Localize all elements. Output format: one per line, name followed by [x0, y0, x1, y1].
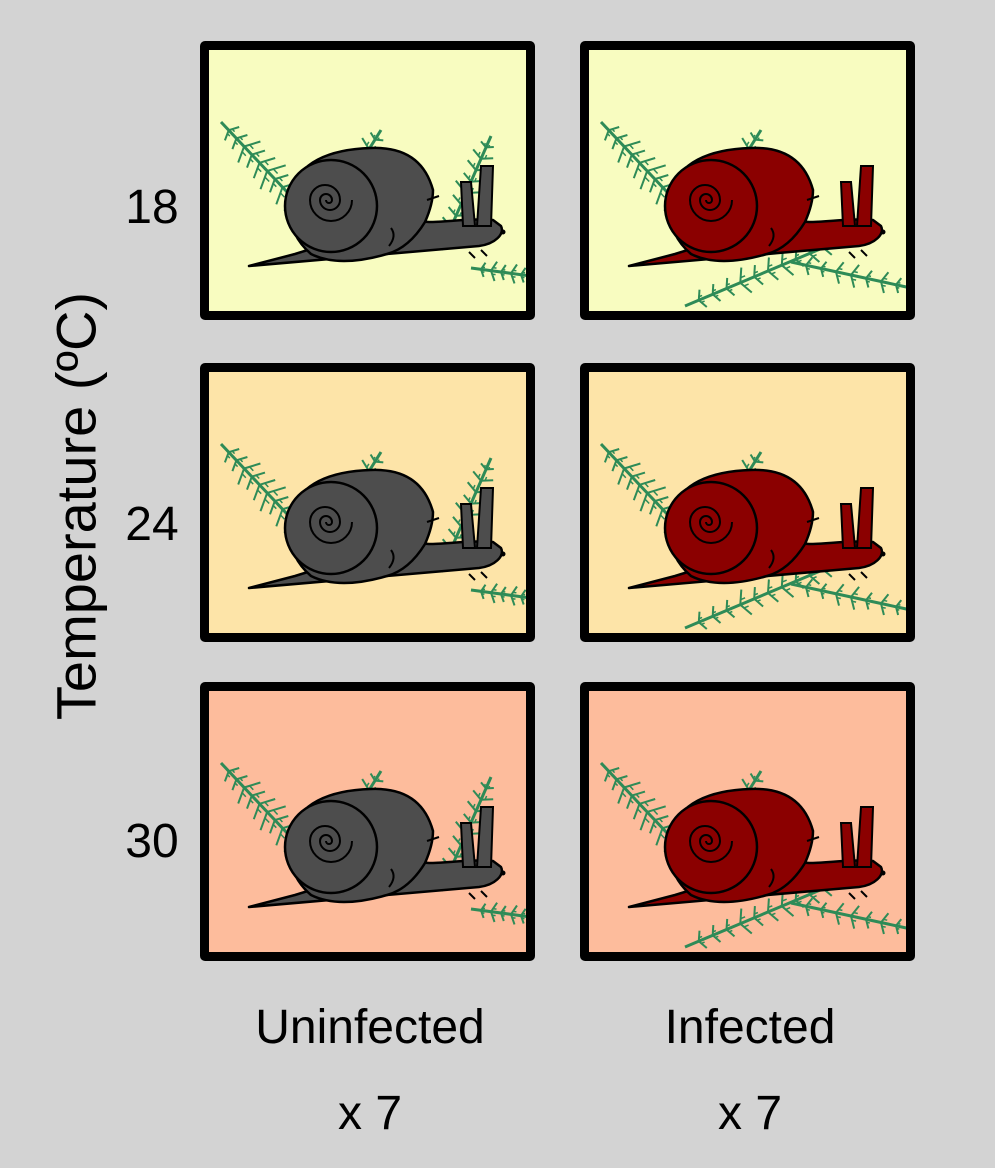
panel-18-infected — [580, 41, 915, 320]
snail-illustration — [599, 442, 906, 630]
snail-illustration — [219, 442, 526, 606]
row-label-24: 24 — [125, 498, 179, 551]
column-count-infected: x 7 — [717, 1087, 783, 1140]
column-count-uninfected: x 7 — [337, 1087, 403, 1140]
column-label-uninfected: Uninfected — [255, 1001, 485, 1054]
row-label-30: 30 — [125, 815, 179, 868]
column-label-infected: Infected — [664, 1001, 836, 1054]
panel-24-infected — [580, 363, 915, 642]
panel-30-uninfected — [200, 682, 535, 961]
snail-icon — [247, 787, 506, 909]
snail-icon — [627, 468, 886, 590]
panel-30-infected — [580, 682, 915, 961]
snail-icon — [627, 146, 886, 268]
panel-24-uninfected — [200, 363, 535, 642]
snail-illustration — [219, 761, 526, 925]
snail-icon — [627, 787, 886, 909]
row-label-18: 18 — [125, 181, 179, 234]
panel-18-uninfected — [200, 41, 535, 320]
snail-icon — [247, 146, 506, 268]
snail-icon — [247, 468, 506, 590]
y-axis-label: Temperature (ºC) — [44, 291, 108, 721]
snail-illustration — [219, 120, 526, 284]
snail-illustration — [599, 120, 906, 308]
snail-illustration — [599, 761, 906, 949]
